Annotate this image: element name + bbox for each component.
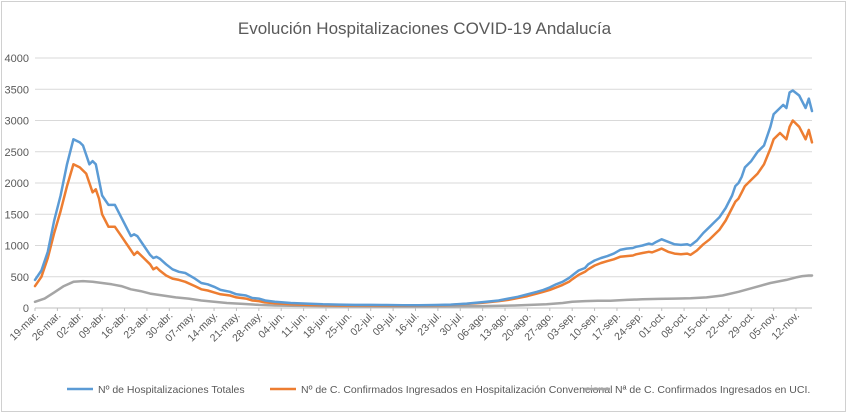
legend-label: Nº de C. Confirmados Ingresados en Hospi… [301, 384, 612, 396]
x-tick-label: 23-jul. [415, 310, 444, 339]
y-tick-label: 3000 [5, 116, 29, 128]
y-tick-label: 3500 [5, 84, 29, 96]
legend-label: Nº de Hospitalizaciones Totales [98, 384, 245, 396]
series-line [33, 274, 814, 308]
x-tick-label: 02-jul. [348, 310, 377, 339]
y-tick-label: 2000 [5, 178, 29, 190]
y-tick-label: 1500 [5, 209, 29, 221]
series-lines [33, 89, 814, 308]
x-tick-label: 09-jul. [371, 310, 400, 339]
axes: 0500100015002000250030003500400019-mar.2… [5, 53, 812, 344]
legend-label: Nª de C. Confirmados Ingresados en UCI. [615, 384, 810, 396]
chart-title: Evolución Hospitalizaciones COVID-19 And… [237, 19, 612, 38]
grid-lines [35, 57, 812, 309]
x-tick-label: 16-jul. [393, 310, 422, 339]
y-tick-label: 500 [11, 272, 29, 284]
y-tick-label: 4000 [5, 53, 29, 65]
series-line [33, 89, 814, 307]
y-tick-label: 0 [23, 303, 29, 315]
y-tick-label: 1000 [5, 241, 29, 253]
series-line [33, 119, 814, 308]
legend: Nº de Hospitalizaciones Totales Nº de C. … [67, 384, 810, 396]
y-tick-label: 2500 [5, 147, 29, 159]
